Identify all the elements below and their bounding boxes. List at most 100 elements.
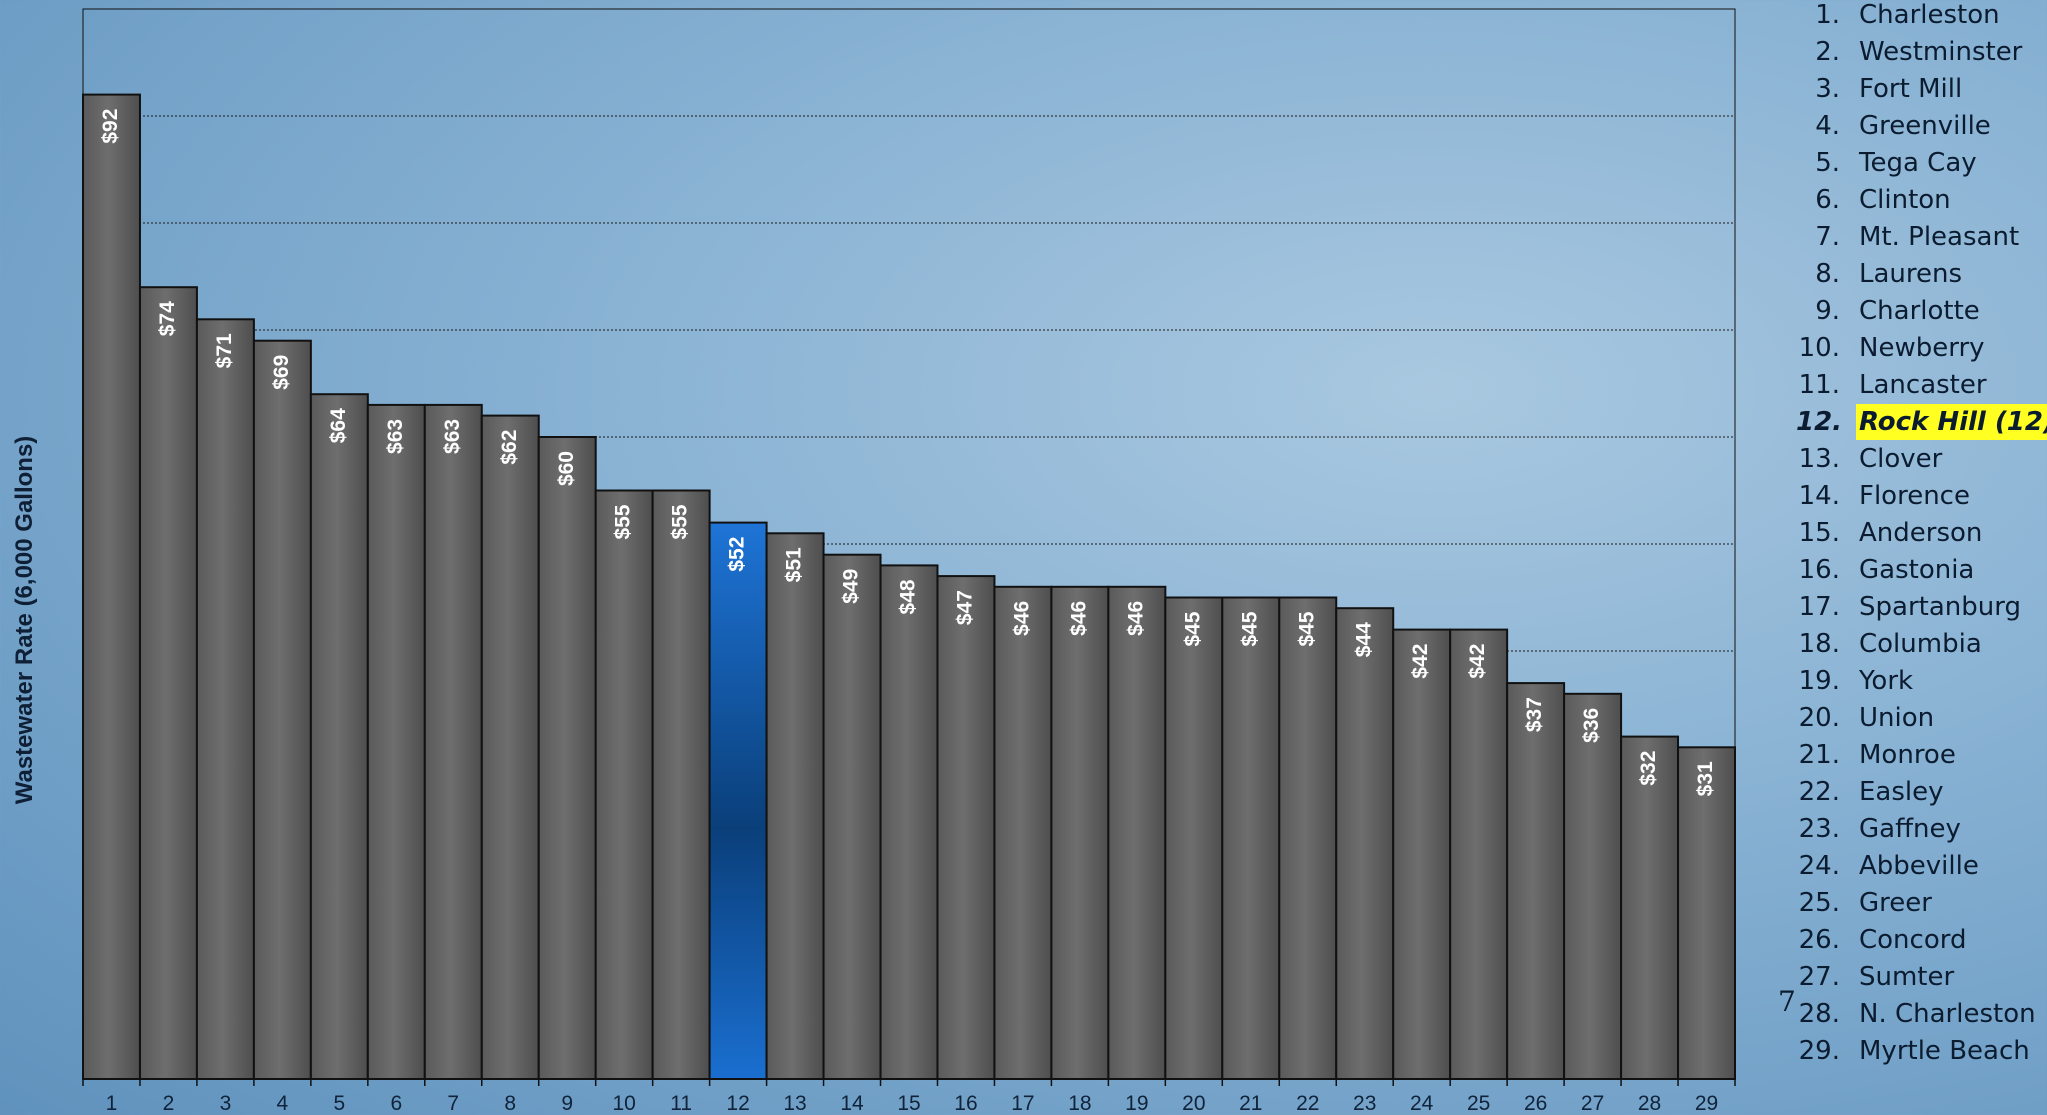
x-tick-label: 9 [561,1092,573,1115]
x-tick-label: 6 [390,1092,402,1115]
bar-value-label: $63 [384,419,407,454]
bar [651,489,711,1080]
x-tick-label: 28 [1638,1092,1661,1115]
legend-item-number: 20. [1798,703,1840,733]
bar-value-label: $44 [1352,622,1375,657]
bar [1392,628,1452,1080]
bar [1107,585,1167,1080]
x-tick-label: 27 [1581,1092,1604,1115]
legend-item-number: 12. [1796,407,1843,437]
legend-item-name: Union [1859,703,1935,733]
legend-item-number: 8. [1815,259,1840,289]
legend-item-name: Columbia [1859,629,1982,659]
bar-value-label: $60 [555,451,578,486]
x-tick-label: 4 [277,1092,289,1115]
bar-value-labels: $92 $74 $71 $69 $64 $63 $63 $62 $60 $55 $55 $52 $51 $… [99,109,1717,797]
x-tick-label: 12 [726,1092,749,1115]
legend-item-name: Westminster [1859,37,2023,67]
bar-value-label: $48 [897,579,920,614]
x-tick-label: 14 [840,1092,864,1115]
bar-value-label: $42 [1409,644,1432,679]
legend-item-number: 11. [1798,370,1840,400]
legend-item-number: 29. [1798,1036,1840,1066]
x-tick-label: 17 [1011,1092,1034,1115]
bar-value-label: $47 [954,590,977,625]
bar-value-label: $46 [1010,601,1033,636]
legend-item-number: 1. [1815,0,1840,30]
bar-value-label: $69 [270,355,293,390]
legend-item-number: 3. [1815,74,1840,104]
bar [195,318,255,1080]
bar-value-label: $45 [1295,611,1318,646]
x-tick-label: 10 [612,1092,635,1115]
x-tick-label: 23 [1353,1092,1376,1115]
bar [480,414,540,1081]
legend-item-name: Greer [1859,888,1932,918]
legend-item-number: 18. [1798,629,1840,659]
x-tick-label: 1 [106,1092,118,1115]
x-tick-label: 2 [163,1092,175,1115]
bar [1221,596,1281,1080]
bar-value-label: $51 [783,547,806,582]
bar [1506,682,1566,1080]
bar-highlighted [708,521,768,1080]
bar [1164,596,1224,1080]
x-tick-label: 22 [1296,1092,1319,1115]
legend-item-name: Tega Cay [1859,148,1977,178]
legend-item-name: Abbeville [1859,851,1979,881]
legend-item-number: 19. [1798,666,1840,696]
x-tick-label: 19 [1125,1092,1148,1115]
legend-item-name: Greenville [1859,111,1991,141]
legend-item-name: Newberry [1859,333,1985,363]
bar-value-label: $49 [840,569,863,604]
bar-value-label: $52 [726,537,749,572]
bar-value-label: $55 [669,504,692,539]
legend-item-number: 6. [1815,185,1840,215]
legend-item-name: Fort Mill [1859,74,1963,104]
legend-item-number: 23. [1798,814,1840,844]
bar-value-label: $64 [327,408,350,443]
bar-value-label: $62 [498,430,521,465]
bar [1335,607,1395,1080]
bar [594,489,654,1080]
legend-item-name: Clinton [1859,185,1951,215]
legend-item-name: Mt. Pleasant [1859,222,2020,252]
legend-item-number: 2. [1815,37,1840,67]
legend-item-name: Concord [1859,925,1967,955]
x-tick-label: 20 [1182,1092,1205,1115]
legend-item-number: 21. [1798,740,1840,770]
bar [309,393,369,1080]
legend-item-name: Gaffney [1859,814,1961,844]
legend-item-number: 25. [1798,888,1840,918]
bar [993,585,1053,1080]
bar [138,286,198,1080]
bar [82,93,141,1081]
bar-value-label: $46 [1067,601,1090,636]
legend-item-name: Charleston [1859,0,2000,30]
legend-item-number: 26. [1798,925,1840,955]
bar [537,436,597,1080]
x-tick-label: 18 [1068,1092,1091,1115]
bar [1449,628,1509,1080]
bar-value-label: $55 [612,504,635,539]
legend-item-name: Lancaster [1859,370,1987,400]
x-axis-ticks [82,1079,1736,1086]
legend-item-name: Myrtle Beach [1859,1036,2030,1066]
x-tick-label: 5 [334,1092,346,1115]
bar-value-label: $32 [1637,751,1660,786]
x-tick-label: 8 [504,1092,516,1115]
x-tick-label: 21 [1239,1092,1262,1115]
legend-item-number: 10. [1798,333,1840,363]
bar-value-label: $37 [1523,697,1546,732]
bar [423,403,483,1080]
bars [82,93,1736,1081]
bar [1620,735,1680,1080]
x-tick-label: 15 [897,1092,920,1115]
legend-item-name: York [1859,666,1914,696]
legend-item-number: 22. [1798,777,1840,807]
bar [822,553,882,1080]
legend-item-name: Rock Hill (12) [1856,404,2047,440]
legend-item-number: 16. [1798,555,1840,585]
